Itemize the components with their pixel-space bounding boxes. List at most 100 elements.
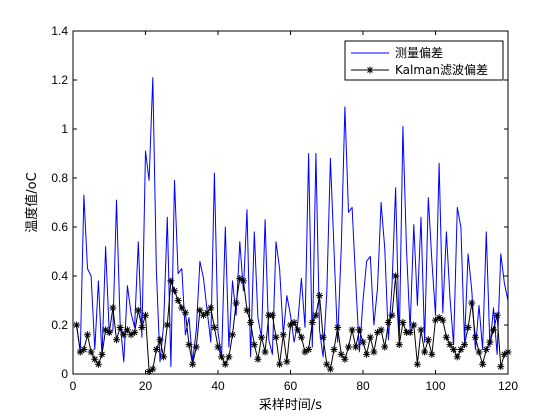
y-tick-label: 1 xyxy=(61,122,68,136)
data-point xyxy=(207,304,215,312)
data-point xyxy=(160,353,168,361)
data-point xyxy=(308,319,316,327)
data-point xyxy=(200,311,207,319)
data-point xyxy=(247,319,255,327)
data-point xyxy=(214,343,222,351)
data-point xyxy=(283,358,291,366)
x-tick-label: 40 xyxy=(211,379,225,393)
data-point xyxy=(413,360,421,368)
data-point xyxy=(348,326,356,334)
data-point xyxy=(493,311,501,319)
data-point xyxy=(156,336,164,344)
data-point xyxy=(105,328,113,336)
data-point xyxy=(374,328,381,336)
data-point xyxy=(174,297,182,304)
data-point xyxy=(131,328,139,336)
data-point xyxy=(178,304,186,312)
data-point xyxy=(116,323,124,331)
data-point xyxy=(102,326,110,334)
data-point xyxy=(127,331,135,339)
data-point xyxy=(428,350,436,358)
data-point xyxy=(185,341,193,349)
data-point xyxy=(392,272,400,280)
data-point xyxy=(210,323,218,331)
data-point xyxy=(464,323,472,331)
data-point xyxy=(395,341,403,349)
y-axis-label: 温度值/oC xyxy=(24,172,40,232)
data-point xyxy=(301,348,309,356)
x-tick-label: 80 xyxy=(356,379,370,393)
data-point xyxy=(312,311,320,319)
data-point xyxy=(113,336,120,344)
data-point xyxy=(80,346,88,353)
series-kalman xyxy=(73,272,512,376)
data-point xyxy=(345,343,352,351)
data-point xyxy=(87,348,95,356)
data-point xyxy=(218,353,226,361)
data-point xyxy=(145,368,153,376)
y-tick-label: 1.2 xyxy=(51,73,68,87)
data-point xyxy=(239,277,247,285)
data-point xyxy=(482,346,490,353)
y-tick-label: 0.8 xyxy=(51,171,68,185)
data-point xyxy=(290,319,298,327)
data-point xyxy=(366,333,374,341)
data-point xyxy=(461,341,468,349)
data-point xyxy=(254,355,262,363)
data-point xyxy=(453,353,461,361)
data-point xyxy=(363,350,371,358)
data-point xyxy=(406,328,414,336)
data-point xyxy=(163,321,171,329)
data-point xyxy=(250,341,258,349)
y-tick-label: 1.4 xyxy=(51,24,68,38)
data-point xyxy=(225,353,233,361)
data-point xyxy=(268,311,276,319)
x-tick-label: 100 xyxy=(425,379,445,393)
data-point xyxy=(265,311,273,319)
x-tick-label: 20 xyxy=(139,379,153,393)
data-point xyxy=(196,306,204,314)
data-point xyxy=(370,348,378,356)
data-point xyxy=(232,299,240,307)
data-point xyxy=(384,319,392,327)
data-point xyxy=(203,309,211,317)
data-point xyxy=(500,350,508,358)
y-tick-label: 0 xyxy=(61,367,68,381)
data-point xyxy=(399,319,407,327)
data-point xyxy=(138,323,146,331)
data-point xyxy=(189,360,197,368)
data-point xyxy=(388,311,396,319)
data-point xyxy=(432,316,439,324)
ticks-layer: 0 20 40 60 80 100 120 0 0.2 0.4 0.6 0.8 1 1.2 1.4 xyxy=(51,24,518,393)
data-point xyxy=(294,326,302,334)
data-point xyxy=(134,306,142,314)
legend-marker-kalman xyxy=(366,66,374,74)
data-point xyxy=(352,343,360,351)
data-point xyxy=(457,346,465,353)
series-measured xyxy=(76,77,509,368)
data-point xyxy=(446,341,454,349)
data-point xyxy=(326,365,334,373)
data-point xyxy=(236,274,244,282)
data-point xyxy=(152,346,160,353)
data-point xyxy=(142,311,149,319)
data-point xyxy=(243,306,251,314)
data-point xyxy=(221,360,229,368)
data-point xyxy=(323,360,331,368)
data-point xyxy=(410,321,418,329)
data-point xyxy=(366,66,374,74)
data-point xyxy=(258,333,265,341)
x-axis-label: 采样时间/s xyxy=(259,398,322,413)
data-point xyxy=(442,333,450,341)
data-point xyxy=(403,328,410,336)
data-point xyxy=(316,292,323,300)
data-point xyxy=(192,343,200,351)
data-point xyxy=(94,360,102,368)
data-point xyxy=(359,338,367,346)
data-point xyxy=(424,336,432,344)
data-point xyxy=(84,331,91,339)
data-point xyxy=(276,360,284,368)
y-tick-label: 0.6 xyxy=(51,220,68,234)
data-point xyxy=(450,346,458,353)
